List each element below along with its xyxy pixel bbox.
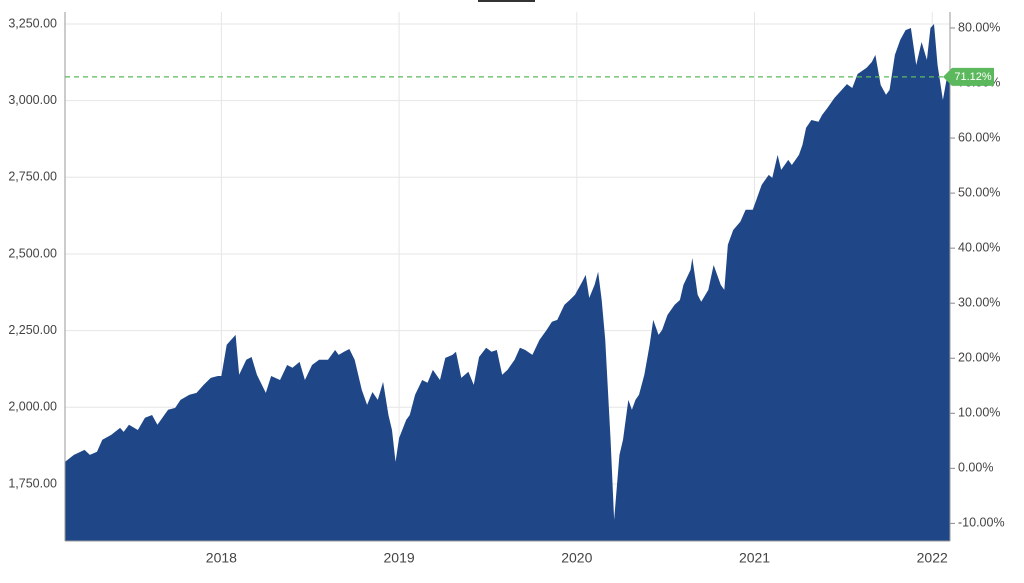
y2-tick-label: 50.00% [958, 185, 1000, 199]
y-tick-label: 2,000.00 [8, 400, 57, 414]
y-tick-label: 2,500.00 [8, 246, 57, 260]
y-tick-label: 3,000.00 [8, 93, 57, 107]
y2-tick-label: 80.00% [958, 20, 1000, 34]
y2-tick-label: -10.00% [958, 516, 1005, 530]
y2-tick-label: 40.00% [958, 240, 1000, 254]
y2-tick-label: 20.00% [958, 351, 1000, 365]
y2-tick-label: 0.00% [958, 461, 993, 475]
reference-label: 71.12% [954, 71, 992, 83]
x-tick-label: 2022 [917, 550, 948, 566]
y-tick-label: 1,750.00 [8, 476, 57, 490]
y2-tick-label: 10.00% [958, 406, 1000, 420]
y-tick-label: 2,250.00 [8, 323, 57, 337]
y2-tick-label: 30.00% [958, 295, 1000, 309]
y2-tick-label: 60.00% [958, 130, 1000, 144]
area [65, 23, 950, 541]
reference-tag [943, 67, 994, 86]
x-tick-label: 2018 [206, 550, 237, 566]
x-tick-label: 2020 [561, 550, 592, 566]
y-tick-label: 3,250.00 [8, 16, 57, 30]
x-tick-label: 2021 [739, 550, 770, 566]
x-tick-label: 2019 [384, 550, 415, 566]
y-tick-label: 2,750.00 [8, 170, 57, 184]
